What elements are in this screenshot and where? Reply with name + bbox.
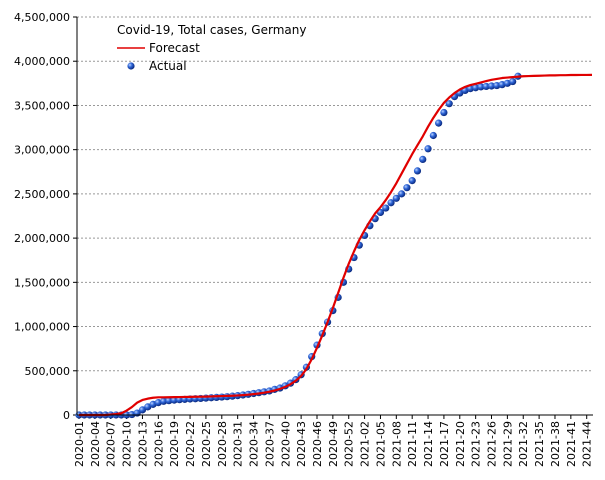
data-point (387, 199, 395, 207)
y-tick-label: 1,000,000 (14, 321, 70, 334)
y-tick-label: 500,000 (25, 365, 71, 378)
x-tick-label: 2021-41 (565, 421, 578, 467)
data-point (440, 108, 448, 117)
data-point (509, 77, 517, 86)
data-point (408, 177, 416, 185)
data-point (472, 84, 480, 92)
y-tick-label: 4,500,000 (14, 11, 70, 24)
x-tick-label: 2020-52 (343, 421, 356, 467)
x-tick-label: 2020-01 (73, 421, 86, 467)
x-tick-label: 2020-13 (136, 421, 149, 467)
x-tick-label: 2020-16 (152, 421, 165, 467)
chart-title: Covid-19, Total cases, Germany (117, 23, 306, 37)
x-tick-label: 2020-19 (168, 421, 181, 467)
x-tick-label: 2021-32 (517, 421, 530, 467)
x-tick-label: 2021-20 (454, 421, 467, 467)
x-tick-label: 2021-02 (359, 421, 372, 467)
grid: 0 500,000 1,000,000 1,500,000 2,000,000 2,500… (14, 11, 594, 467)
legend-marker (127, 62, 135, 70)
x-tick-label: 2020-40 (279, 421, 292, 467)
x-tick-label: 2020-31 (232, 421, 245, 467)
y-tick-label: 4,000,000 (14, 55, 70, 68)
data-point (403, 184, 411, 192)
data-point (382, 204, 390, 212)
data-point (429, 131, 437, 140)
data-point (398, 190, 406, 198)
x-tick-label: 2020-46 (311, 421, 324, 467)
legend-label: Forecast (149, 41, 200, 55)
plot (75, 72, 593, 419)
x-tick-label: 2020-37 (263, 421, 276, 467)
data-point (419, 155, 427, 163)
x-tick-label: 2021-26 (486, 421, 499, 467)
legend: Covid-19, Total cases, Germany Forecast A… (117, 23, 306, 73)
x-tick-label: 2020-25 (200, 421, 213, 467)
data-point (435, 119, 443, 127)
x-tick-label: 2021-29 (501, 421, 514, 467)
x-tick-label: 2021-05 (374, 421, 387, 467)
data-point (165, 397, 173, 405)
x-tick-label: 2021-35 (533, 421, 546, 467)
y-tick-label: 3,000,000 (14, 144, 70, 157)
x-tick-label: 2021-38 (549, 421, 562, 467)
data-point (160, 397, 168, 405)
data-point (482, 82, 490, 91)
x-tick-label: 2020-04 (89, 421, 102, 467)
data-point (413, 167, 422, 175)
data-point (493, 81, 501, 90)
x-tick-label: 2020-22 (184, 421, 197, 467)
x-tick-label: 2020-49 (327, 421, 340, 467)
x-tick-label: 2020-43 (295, 421, 308, 467)
y-tick-label: 1,500,000 (14, 276, 70, 289)
x-tick-label: 2021-14 (422, 421, 435, 467)
y-tick-label: 2,000,000 (14, 232, 70, 245)
data-point (170, 396, 178, 404)
x-tick-label: 2021-23 (470, 421, 483, 467)
data-point (424, 145, 432, 153)
data-point (445, 100, 453, 108)
x-tick-label: 2020-07 (105, 421, 118, 467)
x-tick-label: 2020-10 (121, 421, 134, 467)
legend-label: Actual (149, 59, 187, 73)
x-tick-label: 2020-34 (248, 421, 261, 467)
y-tick-label: 0 (63, 409, 70, 422)
data-line (79, 73, 593, 417)
x-tick-label: 2021-44 (581, 421, 594, 467)
data-point (138, 406, 147, 414)
data-point (477, 83, 485, 91)
data-point (392, 194, 400, 202)
x-tick-label: 2021-17 (438, 421, 451, 467)
x-tick-label: 2021-08 (390, 421, 403, 467)
y-tick-label: 2,500,000 (14, 188, 70, 201)
x-tick-label: 2021-11 (406, 421, 419, 467)
y-tick-label: 3,500,000 (14, 99, 70, 112)
data-point (487, 82, 496, 90)
x-tick-label: 2020-28 (216, 421, 229, 467)
